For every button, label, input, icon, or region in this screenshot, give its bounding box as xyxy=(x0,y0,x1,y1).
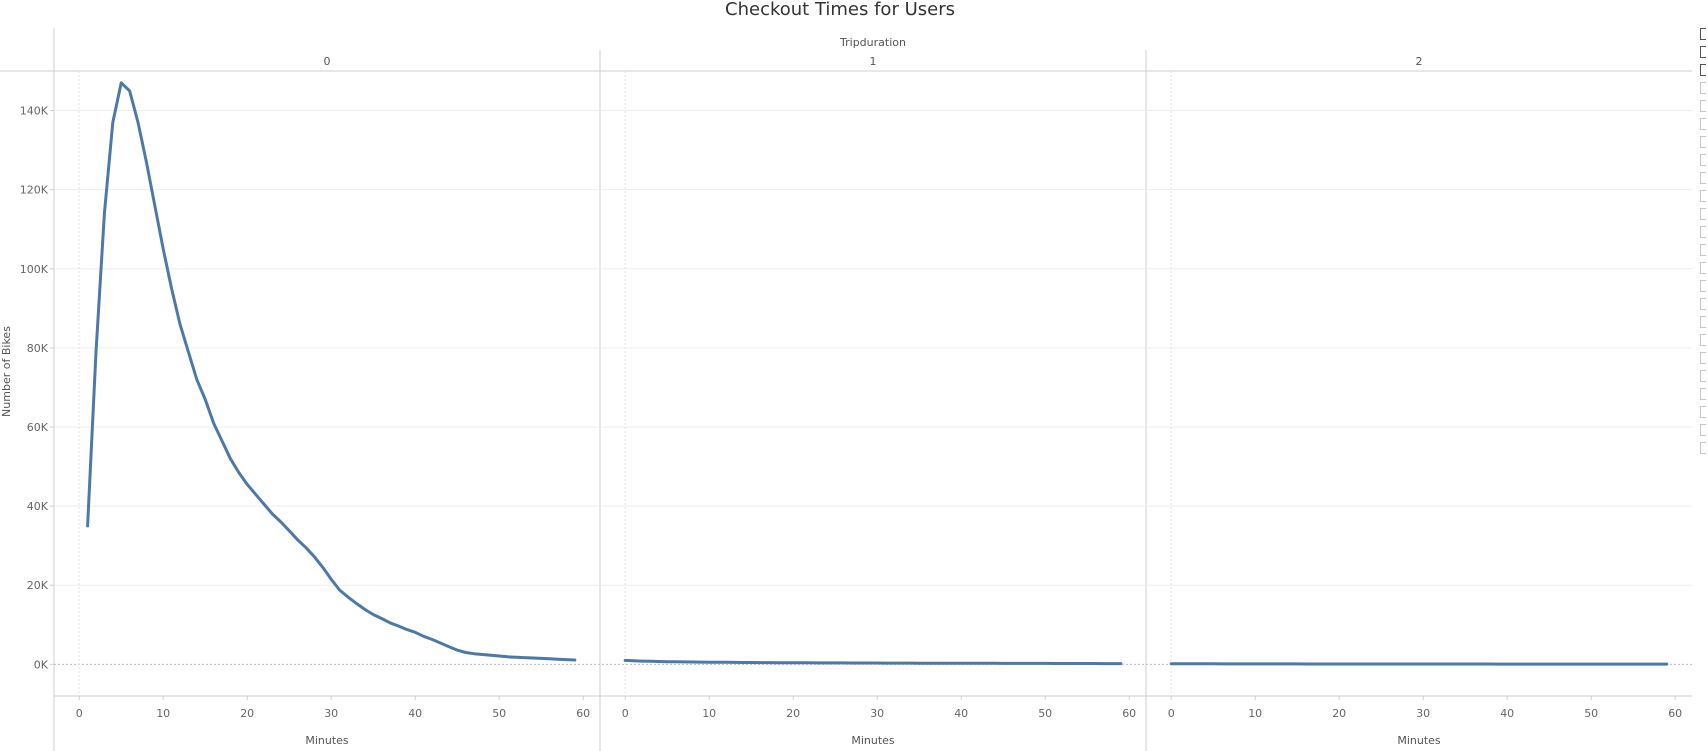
x-tick-label: 40 xyxy=(408,707,422,720)
y-tick-label: 40K xyxy=(27,500,49,513)
y-tick-label: 60K xyxy=(27,421,49,434)
legend-checkbox-strip[interactable] xyxy=(1700,28,1708,468)
legend-checkbox[interactable] xyxy=(1700,226,1706,238)
x-tick-label: 40 xyxy=(1500,707,1514,720)
legend-checkbox[interactable] xyxy=(1700,352,1706,364)
x-tick-label: 0 xyxy=(1168,707,1175,720)
legend-checkbox[interactable] xyxy=(1700,370,1706,382)
legend-checkbox[interactable] xyxy=(1700,46,1706,58)
y-tick-label: 140K xyxy=(20,105,49,118)
x-tick-label: 30 xyxy=(870,707,884,720)
legend-checkbox[interactable] xyxy=(1700,406,1706,418)
x-tick-label: 10 xyxy=(1248,707,1262,720)
x-tick-label: 30 xyxy=(1416,707,1430,720)
legend-checkbox[interactable] xyxy=(1700,244,1706,256)
x-tick-label: 50 xyxy=(492,707,506,720)
y-axis: Number of Bikes 0K 20K 40K 60K 80K 100K 120K 14… xyxy=(0,105,54,671)
x-tick-label: 20 xyxy=(240,707,254,720)
legend-checkbox[interactable] xyxy=(1700,172,1706,184)
x-axis-title: Minutes xyxy=(851,734,895,747)
gridlines xyxy=(54,71,1692,696)
y-tick-label: 80K xyxy=(27,342,49,355)
panel-header-label: 1 xyxy=(870,55,877,68)
legend-checkbox[interactable] xyxy=(1700,28,1706,40)
x-axis-title: Minutes xyxy=(1397,734,1441,747)
y-tick-label: 100K xyxy=(20,263,49,276)
y-tick-label: 120K xyxy=(20,184,49,197)
y-tick-label: 0K xyxy=(34,658,49,671)
panel-headers: Tripduration 0 1 2 xyxy=(324,36,1423,68)
legend-checkbox[interactable] xyxy=(1700,190,1706,202)
chart-title: Checkout Times for Users xyxy=(725,0,955,20)
legend-checkbox[interactable] xyxy=(1700,262,1706,274)
y-axis-title: Number of Bikes xyxy=(0,326,13,417)
legend-checkbox[interactable] xyxy=(1700,388,1706,400)
legend-checkbox[interactable] xyxy=(1700,154,1706,166)
series-lines xyxy=(86,81,1669,666)
x-axes: 0 10 20 30 40 50 60 Minutes 0 10 20 30 40 50 60 Minutes… xyxy=(76,696,1682,747)
x-tick-label: 60 xyxy=(576,707,590,720)
x-tick-label: 50 xyxy=(1038,707,1052,720)
x-tick-label: 0 xyxy=(76,707,83,720)
legend-checkbox[interactable] xyxy=(1700,64,1706,76)
legend-checkbox[interactable] xyxy=(1700,118,1706,130)
x-tick-label: 30 xyxy=(324,707,338,720)
x-axis-title: Minutes xyxy=(305,734,349,747)
legend-checkbox[interactable] xyxy=(1700,136,1706,148)
chart-frame xyxy=(0,28,1692,751)
series-line-panel-0 xyxy=(86,81,577,662)
y-tick-label: 20K xyxy=(27,579,49,592)
x-tick-label: 60 xyxy=(1668,707,1682,720)
legend-checkbox[interactable] xyxy=(1700,82,1706,94)
x-tick-label: 50 xyxy=(1584,707,1598,720)
x-tick-label: 0 xyxy=(622,707,629,720)
legend-checkbox[interactable] xyxy=(1700,208,1706,220)
x-tick-label: 10 xyxy=(702,707,716,720)
column-header-tripduration: Tripduration xyxy=(839,36,906,49)
x-tick-label: 10 xyxy=(156,707,170,720)
series-line-panel-1 xyxy=(623,658,1123,666)
legend-checkbox[interactable] xyxy=(1700,334,1706,346)
panel-header-label: 0 xyxy=(324,55,331,68)
x-tick-label: 40 xyxy=(954,707,968,720)
legend-checkbox[interactable] xyxy=(1700,280,1706,292)
legend-checkbox[interactable] xyxy=(1700,424,1706,436)
legend-checkbox[interactable] xyxy=(1700,298,1706,310)
x-tick-label: 20 xyxy=(1332,707,1346,720)
legend-checkbox[interactable] xyxy=(1700,316,1706,328)
x-tick-label: 20 xyxy=(786,707,800,720)
panel-header-label: 2 xyxy=(1416,55,1423,68)
legend-checkbox[interactable] xyxy=(1700,442,1706,454)
legend-checkbox[interactable] xyxy=(1700,100,1706,112)
x-tick-label: 60 xyxy=(1122,707,1136,720)
